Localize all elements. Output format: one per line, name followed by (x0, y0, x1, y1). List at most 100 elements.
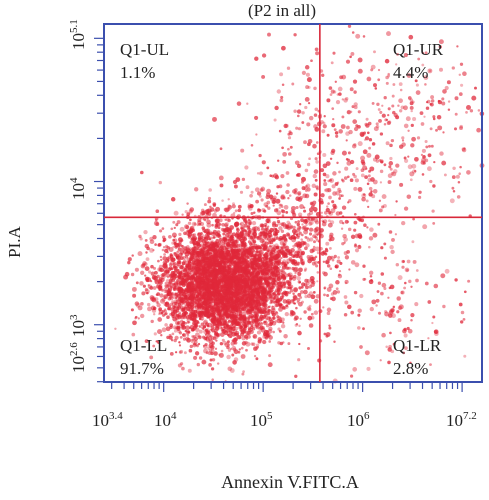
event-dot (395, 163, 400, 168)
event-dot (267, 245, 273, 251)
event-dot (194, 351, 200, 356)
event-dot (220, 315, 226, 321)
event-dot (250, 314, 255, 318)
event-dot (210, 254, 214, 259)
event-dot (411, 136, 416, 142)
event-dot (280, 283, 286, 289)
event-dot (284, 291, 288, 294)
event-dot (144, 339, 149, 343)
event-dot (217, 241, 222, 245)
event-dot (276, 288, 279, 291)
event-dot (253, 293, 258, 299)
event-dot (180, 325, 185, 330)
event-dot (291, 82, 295, 86)
event-dot (201, 326, 204, 330)
event-dot (195, 295, 199, 299)
event-dot (200, 222, 205, 226)
event-dot (350, 234, 356, 240)
event-dot (194, 187, 199, 192)
event-dot (184, 274, 187, 278)
event-dot (215, 339, 218, 342)
event-dot (233, 285, 237, 289)
event-dot (301, 282, 306, 287)
event-dot (229, 232, 233, 236)
event-dot (213, 332, 218, 336)
event-dot (241, 315, 247, 321)
event-dot (162, 263, 168, 269)
event-dot (166, 289, 172, 294)
event-dot (233, 299, 239, 304)
event-dot (350, 110, 353, 113)
event-dot (297, 212, 303, 217)
event-dot (281, 294, 285, 298)
event-dot (233, 337, 239, 342)
event-dot (264, 336, 268, 340)
event-dot (168, 247, 174, 252)
event-dot (181, 291, 187, 297)
event-dot (134, 267, 139, 272)
event-dot (204, 233, 210, 239)
event-dot (172, 288, 176, 291)
event-dot (345, 59, 351, 64)
event-dot (274, 265, 278, 269)
event-dot (379, 132, 384, 136)
event-dot (188, 209, 193, 214)
event-dot (137, 251, 143, 257)
event-dot (354, 262, 360, 268)
event-dot (203, 282, 207, 286)
event-dot (245, 302, 250, 307)
event-dot (275, 198, 281, 204)
event-dot (310, 294, 316, 300)
event-dot (173, 262, 177, 266)
event-dot (346, 250, 350, 254)
event-dot (264, 306, 269, 311)
event-dot (357, 57, 363, 63)
event-dot (214, 225, 219, 229)
event-dot (211, 223, 214, 227)
event-dot (432, 117, 436, 121)
event-dot (383, 242, 387, 246)
event-dot (301, 223, 304, 226)
event-dot (204, 242, 210, 248)
event-dot (189, 218, 192, 222)
event-dot (230, 286, 234, 290)
event-dot (456, 45, 459, 48)
event-dot (414, 79, 418, 83)
event-dot (223, 319, 228, 323)
event-dot (220, 266, 224, 269)
event-dot (210, 367, 215, 371)
event-dot (283, 204, 289, 210)
event-dot (209, 258, 212, 262)
event-dot (206, 219, 211, 225)
event-dot (202, 210, 206, 214)
event-dot (242, 328, 247, 333)
event-dot (298, 267, 303, 273)
event-dot (228, 299, 233, 303)
event-dot (182, 267, 186, 271)
event-dot (149, 279, 153, 283)
event-dot (166, 281, 172, 287)
event-dot (221, 243, 226, 248)
event-dot (256, 236, 260, 239)
event-dot (329, 247, 332, 250)
event-dot (186, 245, 190, 249)
event-dot (236, 256, 240, 260)
event-dot (171, 300, 175, 304)
event-dot (158, 264, 163, 269)
event-dot (236, 262, 242, 267)
event-dot (242, 249, 246, 253)
event-dot (270, 310, 275, 315)
event-dot (153, 220, 159, 226)
event-dot (206, 222, 212, 228)
event-dot (309, 276, 315, 281)
event-dot (427, 153, 432, 158)
event-dot (154, 243, 157, 246)
event-dot (307, 213, 311, 217)
event-dot (158, 280, 163, 286)
event-dot (257, 337, 263, 343)
event-dot (249, 321, 254, 326)
event-dot (335, 287, 339, 291)
event-dot (296, 297, 301, 302)
event-dot (249, 245, 253, 249)
event-dot (429, 179, 433, 184)
